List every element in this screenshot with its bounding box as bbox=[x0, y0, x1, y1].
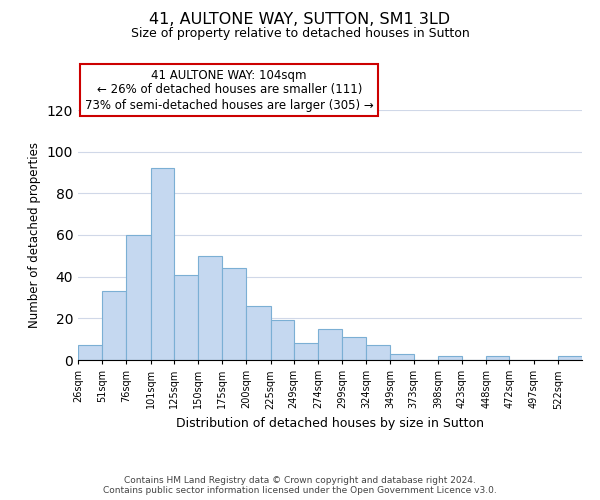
Bar bbox=[102, 291, 127, 360]
Bar bbox=[558, 356, 582, 360]
Bar bbox=[78, 346, 102, 360]
Bar bbox=[198, 256, 222, 360]
Bar bbox=[342, 337, 366, 360]
Y-axis label: Number of detached properties: Number of detached properties bbox=[28, 142, 41, 328]
Bar bbox=[391, 354, 413, 360]
Bar bbox=[318, 329, 342, 360]
Text: 41 AULTONE WAY: 104sqm
← 26% of detached houses are smaller (111)
73% of semi-de: 41 AULTONE WAY: 104sqm ← 26% of detached… bbox=[85, 68, 374, 112]
Bar bbox=[486, 356, 509, 360]
Bar bbox=[366, 346, 391, 360]
Bar bbox=[247, 306, 271, 360]
X-axis label: Distribution of detached houses by size in Sutton: Distribution of detached houses by size … bbox=[176, 417, 484, 430]
Bar bbox=[438, 356, 462, 360]
Text: Contains HM Land Registry data © Crown copyright and database right 2024.
Contai: Contains HM Land Registry data © Crown c… bbox=[103, 476, 497, 495]
Bar bbox=[174, 274, 198, 360]
Bar bbox=[294, 344, 318, 360]
Text: Size of property relative to detached houses in Sutton: Size of property relative to detached ho… bbox=[131, 28, 469, 40]
Bar bbox=[271, 320, 294, 360]
Bar bbox=[222, 268, 247, 360]
Bar bbox=[151, 168, 174, 360]
Text: 41, AULTONE WAY, SUTTON, SM1 3LD: 41, AULTONE WAY, SUTTON, SM1 3LD bbox=[149, 12, 451, 28]
Bar bbox=[127, 235, 151, 360]
